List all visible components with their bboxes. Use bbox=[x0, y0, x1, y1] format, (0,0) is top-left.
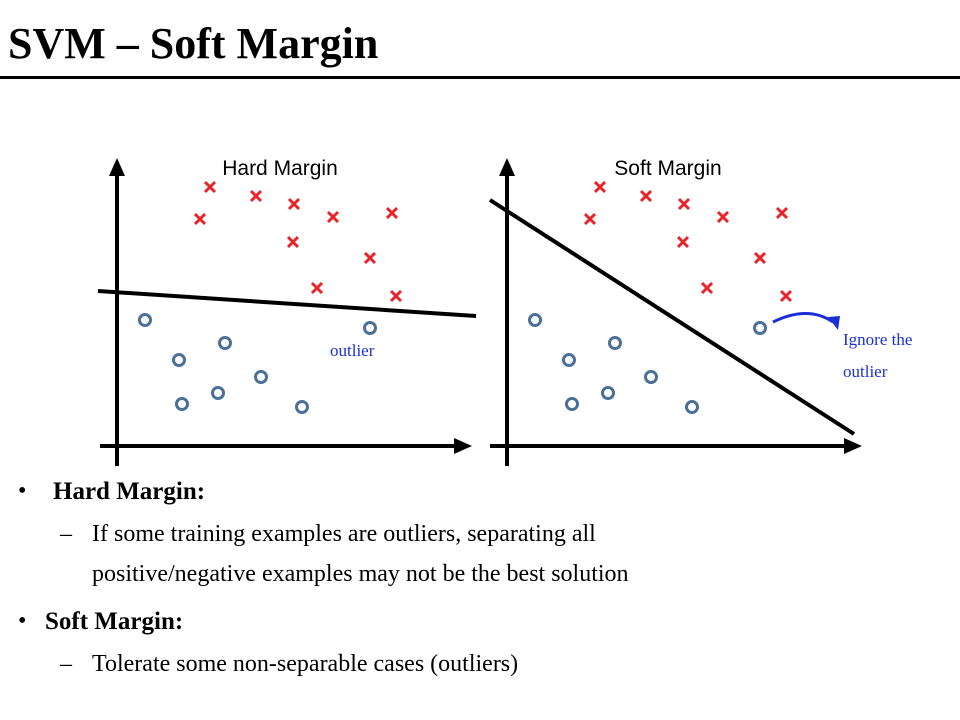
negative-x-marker bbox=[639, 189, 653, 203]
negative-x-marker bbox=[363, 251, 377, 265]
hard-margin-sub-line1: If some training examples are outliers, … bbox=[92, 521, 596, 547]
negative-x-marker bbox=[193, 212, 207, 226]
negative-x-marker bbox=[677, 197, 691, 211]
negative-x-marker bbox=[753, 251, 767, 265]
left-y-arrowhead bbox=[109, 158, 125, 176]
negative-x-marker bbox=[716, 210, 730, 224]
positive-circle-marker bbox=[562, 353, 576, 367]
negative-x-marker bbox=[593, 180, 607, 194]
outlier-label: outlier bbox=[330, 341, 375, 360]
soft-margin-boundary bbox=[488, 198, 856, 436]
ignore-note-line2: outlier bbox=[843, 362, 888, 381]
outlier-circle-marker bbox=[363, 321, 377, 335]
left-panel-title: Hard Margin bbox=[222, 157, 338, 180]
right-y-arrowhead bbox=[499, 158, 515, 176]
hard-margin-sub-dash: – bbox=[60, 521, 72, 547]
negative-x-marker bbox=[775, 206, 789, 220]
positive-circle-marker bbox=[528, 313, 542, 327]
positive-circle-marker bbox=[254, 370, 268, 384]
negative-x-marker bbox=[700, 281, 714, 295]
negative-x-marker bbox=[385, 206, 399, 220]
negative-x-marker bbox=[249, 189, 263, 203]
right-negative-markers bbox=[583, 180, 793, 303]
ignore-arrowhead bbox=[828, 316, 840, 330]
positive-circle-marker bbox=[565, 397, 579, 411]
positive-circle-marker bbox=[608, 336, 622, 350]
negative-x-marker bbox=[583, 212, 597, 226]
positive-circle-marker bbox=[295, 400, 309, 414]
soft-margin-sub-line1: Tolerate some non-separable cases (outli… bbox=[92, 651, 519, 677]
ignore-note-line1: Ignore the bbox=[843, 330, 912, 349]
left-axes bbox=[100, 158, 472, 466]
right-positive-markers bbox=[528, 313, 767, 414]
bullet-marker: • bbox=[18, 478, 27, 504]
positive-circle-marker bbox=[218, 336, 232, 350]
hard-margin-boundary bbox=[97, 289, 477, 318]
left-x-arrowhead bbox=[454, 438, 472, 454]
slide-title: SVM – Soft Margin bbox=[8, 19, 379, 68]
negative-x-marker bbox=[389, 289, 403, 303]
positive-circle-marker bbox=[175, 397, 189, 411]
negative-x-marker bbox=[310, 281, 324, 295]
soft-margin-sub-dash: – bbox=[60, 651, 72, 677]
title-divider bbox=[0, 76, 960, 79]
right-panel-title: Soft Margin bbox=[614, 157, 721, 180]
positive-circle-marker bbox=[601, 386, 615, 400]
soft-margin-heading: Soft Margin: bbox=[45, 608, 184, 635]
negative-x-marker bbox=[676, 235, 690, 249]
negative-x-marker bbox=[287, 197, 301, 211]
negative-x-marker bbox=[326, 210, 340, 224]
bullet-marker: • bbox=[18, 608, 27, 634]
right-axes bbox=[490, 158, 862, 466]
outlier-circle-marker bbox=[753, 321, 767, 335]
right-x-arrowhead bbox=[844, 438, 862, 454]
ignore-arrow-curve bbox=[772, 312, 834, 324]
left-positive-markers bbox=[138, 313, 377, 414]
hard-margin-heading: Hard Margin: bbox=[53, 478, 206, 505]
positive-circle-marker bbox=[172, 353, 186, 367]
negative-x-marker bbox=[286, 235, 300, 249]
positive-circle-marker bbox=[211, 386, 225, 400]
positive-circle-marker bbox=[644, 370, 658, 384]
positive-circle-marker bbox=[138, 313, 152, 327]
negative-x-marker bbox=[203, 180, 217, 194]
positive-circle-marker bbox=[685, 400, 699, 414]
hard-margin-sub-line2: positive/negative examples may not be th… bbox=[92, 561, 629, 587]
negative-x-marker bbox=[779, 289, 793, 303]
left-negative-markers bbox=[193, 180, 403, 303]
